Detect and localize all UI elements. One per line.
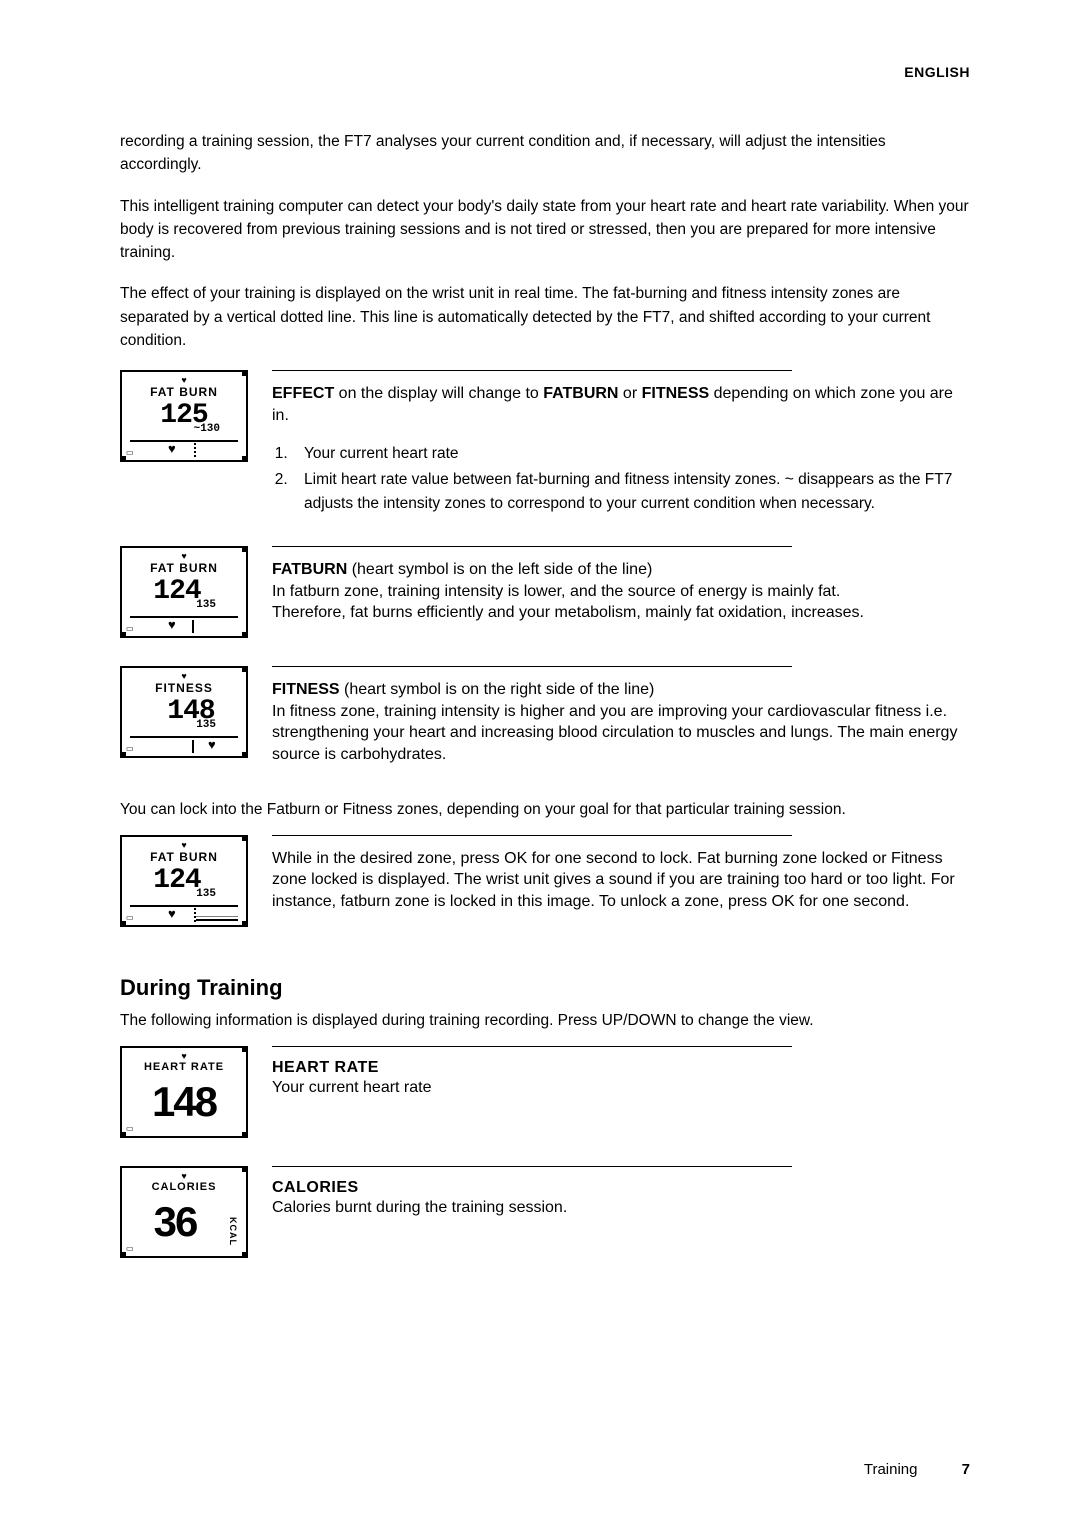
divider: [272, 666, 792, 667]
heart-icon: ♥: [181, 551, 186, 561]
lcd-label: FAT BURN: [122, 385, 246, 399]
heart-icon: ♥: [181, 1051, 186, 1061]
heart-icon: ♥: [181, 1171, 186, 1181]
heart-icon: ♥: [168, 906, 176, 921]
intro-p2: This intelligent training computer can d…: [120, 195, 970, 265]
lcd-value: 124: [122, 865, 246, 896]
heart-icon: ♥: [208, 737, 216, 752]
lcd-calories: ♥ CALORIES 36 KCAL ▭: [120, 1166, 248, 1258]
lock-row: ♥ FAT BURN 124 135 ♥ ▭ While in the desi…: [120, 835, 970, 927]
lcd-sub: 135: [196, 719, 216, 731]
effect-text: EFFECT on the display will change to FAT…: [272, 383, 970, 426]
lcd-label: HEART RATE: [122, 1061, 246, 1073]
lcd-value: 148: [122, 1078, 246, 1126]
list-item: Your current heart rate: [292, 442, 970, 466]
lock-desc: While in the desired zone, press OK for …: [272, 848, 970, 913]
footer-section: Training: [864, 1461, 918, 1478]
divider: [272, 546, 792, 547]
lcd-sub: 135: [196, 888, 216, 900]
kcal-label: KCAL: [228, 1217, 238, 1246]
fitness-text: FITNESS (heart symbol is on the right si…: [272, 679, 970, 765]
lcd-value: 124: [122, 576, 246, 607]
intro-p1: recording a training session, the FT7 an…: [120, 130, 970, 177]
heart-icon: ♥: [181, 840, 186, 850]
lcd-fatburn: ♥ FAT BURN 124 135 ♥ ▭: [120, 546, 248, 638]
lcd-fitness: ♥ FITNESS 148 135 ♥ ▭: [120, 666, 248, 758]
heart-icon: ♥: [181, 375, 186, 385]
divider: [272, 1046, 792, 1047]
battery-icon: ▭: [126, 1124, 134, 1133]
lcd-label: FAT BURN: [122, 561, 246, 575]
lcd-effect-fatburn: ♥ FAT BURN 125 ~130 ♥ ▭: [120, 370, 248, 462]
hr-sub: Your current heart rate: [272, 1077, 970, 1099]
battery-icon: ▭: [126, 744, 134, 753]
footer-page: 7: [962, 1461, 970, 1478]
cal-title: CALORIES: [272, 1179, 970, 1197]
battery-icon: ▭: [126, 913, 134, 922]
lcd-heartrate: ♥ HEART RATE 148 ▭: [120, 1046, 248, 1138]
during-sub: The following information is displayed d…: [120, 1009, 970, 1032]
lcd-value: 148: [122, 696, 246, 727]
effect-row: ♥ FAT BURN 125 ~130 ♥ ▭ EFFECT on the di…: [120, 370, 970, 518]
page-footer: Training 7: [864, 1461, 970, 1478]
effect-list: Your current heart rate Limit heart rate…: [272, 442, 970, 516]
battery-icon: ▭: [126, 624, 134, 633]
heart-icon: ♥: [168, 617, 176, 632]
lcd-label: CALORIES: [122, 1181, 246, 1193]
lcd-label: FAT BURN: [122, 850, 246, 864]
heart-icon: ♥: [181, 671, 186, 681]
heartrate-row: ♥ HEART RATE 148 ▭ HEART RATE Your curre…: [120, 1046, 970, 1138]
lcd-lock: ♥ FAT BURN 124 135 ♥ ▭: [120, 835, 248, 927]
cal-sub: Calories burnt during the training sessi…: [272, 1197, 970, 1219]
lcd-label: FITNESS: [122, 681, 246, 695]
fitness-row: ♥ FITNESS 148 135 ♥ ▭ FITNESS (heart sym…: [120, 666, 970, 765]
lock-note: You can lock into the Fatburn or Fitness…: [120, 798, 970, 821]
divider: [272, 370, 792, 371]
battery-icon: ▭: [126, 1244, 134, 1253]
divider: [272, 835, 792, 836]
lcd-value: 125: [122, 400, 246, 431]
heart-icon: ♥: [168, 441, 176, 456]
language-label: ENGLISH: [904, 64, 970, 80]
calories-row: ♥ CALORIES 36 KCAL ▭ CALORIES Calories b…: [120, 1166, 970, 1258]
battery-icon: ▭: [126, 448, 134, 457]
hr-title: HEART RATE: [272, 1059, 970, 1077]
divider: [272, 1166, 792, 1167]
fatburn-text: FATBURN (heart symbol is on the left sid…: [272, 559, 970, 624]
intro-p3: The effect of your training is displayed…: [120, 282, 970, 352]
list-item: Limit heart rate value between fat-burni…: [292, 468, 970, 516]
fatburn-row: ♥ FAT BURN 124 135 ♥ ▭ FATBURN (heart sy…: [120, 546, 970, 638]
lcd-sub: ~130: [194, 423, 220, 435]
intro-block: recording a training session, the FT7 an…: [120, 130, 970, 352]
during-training-heading: During Training: [120, 975, 970, 1001]
lcd-sub: 135: [196, 599, 216, 611]
